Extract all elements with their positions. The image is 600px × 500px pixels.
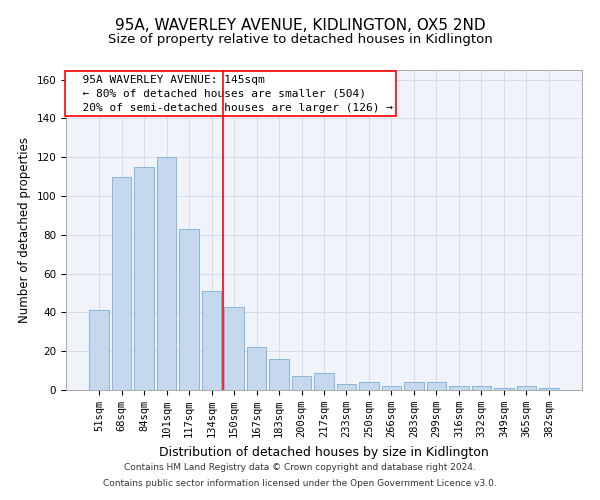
X-axis label: Distribution of detached houses by size in Kidlington: Distribution of detached houses by size … bbox=[159, 446, 489, 458]
Bar bbox=[269, 359, 289, 390]
Bar bbox=[359, 382, 379, 390]
Bar bbox=[382, 386, 401, 390]
Bar bbox=[292, 376, 311, 390]
Text: 95A, WAVERLEY AVENUE, KIDLINGTON, OX5 2ND: 95A, WAVERLEY AVENUE, KIDLINGTON, OX5 2N… bbox=[115, 18, 485, 32]
Text: Size of property relative to detached houses in Kidlington: Size of property relative to detached ho… bbox=[107, 32, 493, 46]
Bar bbox=[224, 306, 244, 390]
Y-axis label: Number of detached properties: Number of detached properties bbox=[18, 137, 31, 323]
Bar bbox=[202, 291, 221, 390]
Bar bbox=[427, 382, 446, 390]
Bar bbox=[449, 386, 469, 390]
Text: Contains HM Land Registry data © Crown copyright and database right 2024.: Contains HM Land Registry data © Crown c… bbox=[124, 464, 476, 472]
Bar bbox=[157, 158, 176, 390]
Bar bbox=[404, 382, 424, 390]
Bar bbox=[134, 167, 154, 390]
Bar bbox=[179, 229, 199, 390]
Bar bbox=[247, 348, 266, 390]
Bar bbox=[337, 384, 356, 390]
Text: Contains public sector information licensed under the Open Government Licence v3: Contains public sector information licen… bbox=[103, 478, 497, 488]
Bar bbox=[517, 386, 536, 390]
Bar bbox=[539, 388, 559, 390]
Bar bbox=[89, 310, 109, 390]
Bar bbox=[112, 176, 131, 390]
Bar bbox=[494, 388, 514, 390]
Bar bbox=[314, 372, 334, 390]
Text: 95A WAVERLEY AVENUE: 145sqm
  ← 80% of detached houses are smaller (504)
  20% o: 95A WAVERLEY AVENUE: 145sqm ← 80% of det… bbox=[68, 75, 392, 113]
Bar bbox=[472, 386, 491, 390]
